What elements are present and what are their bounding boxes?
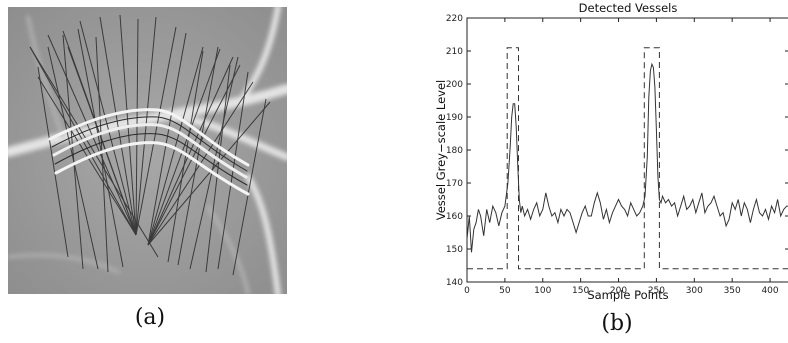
retina-image bbox=[8, 7, 287, 294]
x-tick-label: 150 bbox=[572, 286, 589, 296]
y-tick-label: 160 bbox=[446, 212, 463, 222]
x-tick-label: 400 bbox=[761, 286, 778, 296]
caption-b: (b) bbox=[601, 311, 633, 336]
plot-frame bbox=[466, 17, 788, 283]
y-tick-label: 190 bbox=[446, 113, 463, 123]
y-tick-label: 170 bbox=[446, 179, 463, 189]
caption-a: (a) bbox=[134, 305, 166, 330]
detection-step-line bbox=[467, 47, 788, 270]
detected-vessel-band bbox=[48, 108, 250, 196]
x-tick-label: 0 bbox=[464, 286, 470, 296]
x-tick-label: 250 bbox=[648, 286, 665, 296]
y-tick-label: 150 bbox=[446, 245, 463, 255]
y-tick-label: 180 bbox=[446, 146, 463, 156]
y-tick-label: 140 bbox=[446, 278, 463, 288]
x-tick-label: 200 bbox=[610, 286, 627, 296]
chart-title: Detected Vessels bbox=[579, 1, 678, 15]
y-tick-label: 200 bbox=[446, 80, 463, 90]
x-tick-label: 50 bbox=[499, 286, 511, 296]
image-background bbox=[8, 7, 287, 294]
y-tick-label: 210 bbox=[446, 47, 463, 57]
y-tick-label: 220 bbox=[446, 14, 463, 24]
x-tick-label: 100 bbox=[534, 286, 551, 296]
y-axis-label: Vessel Grey−scale Level bbox=[434, 80, 448, 221]
x-axis-label: Sample Points bbox=[587, 288, 668, 302]
x-tick-label: 350 bbox=[724, 286, 741, 296]
grey-level-profile-line bbox=[466, 62, 788, 253]
x-tick-label: 300 bbox=[686, 286, 703, 296]
